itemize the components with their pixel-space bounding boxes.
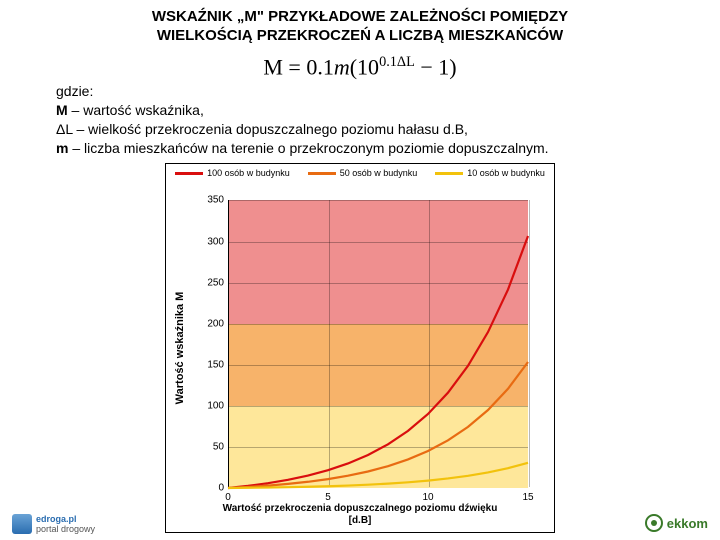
y-axis-label: Wartość wskaźnika M xyxy=(174,292,186,405)
page-title: WSKAŹNIK „M" PRZYKŁADOWE ZALEŻNOŚCI POMI… xyxy=(0,0,720,50)
y-tick: 300 xyxy=(184,236,224,247)
legend-item: 10 osób w budynku xyxy=(435,168,545,178)
title-line2: WIELKOŚCIĄ PRZEKROCZEŃ A LICZBĄ MIESZKAŃ… xyxy=(157,27,563,44)
def-dl: ΔL – wielkość przekroczenia dopuszczalne… xyxy=(56,120,664,139)
logo-right-name: ekkom xyxy=(667,516,708,531)
logo-ekkom: ekkom xyxy=(645,514,708,532)
y-tick: 50 xyxy=(184,442,224,453)
y-tick: 250 xyxy=(184,277,224,288)
definitions: gdzie: M – wartość wskaźnika, ΔL – wielk… xyxy=(0,82,720,164)
legend-swatch xyxy=(175,172,203,175)
logo-left-sub: portal drogowy xyxy=(36,524,95,534)
y-tick: 200 xyxy=(184,318,224,329)
legend-item: 50 osób w budynku xyxy=(308,168,418,178)
y-tick: 0 xyxy=(184,483,224,494)
series-line xyxy=(228,362,528,488)
y-tick: 150 xyxy=(184,359,224,370)
def-intro: gdzie: xyxy=(56,82,664,101)
logo-left-name: edroga.pl xyxy=(36,514,95,524)
ekkom-icon xyxy=(645,514,663,532)
plot-area: 050100150200250300350 051015 xyxy=(228,200,528,488)
edroga-icon xyxy=(12,514,32,534)
logo-edroga: edroga.pl portal drogowy xyxy=(12,514,95,534)
y-tick: 100 xyxy=(184,401,224,412)
def-mm: m – liczba mieszkańców na terenie o prze… xyxy=(56,139,664,158)
title-line1: WSKAŹNIK „M" PRZYKŁADOWE ZALEŻNOŚCI POMI… xyxy=(152,8,568,25)
legend-label: 50 osób w budynku xyxy=(340,168,418,178)
legend-label: 10 osób w budynku xyxy=(467,168,545,178)
legend-swatch xyxy=(308,172,336,175)
chart-container: 100 osób w budynku 50 osób w budynku 10 os… xyxy=(165,163,555,533)
chart-legend: 100 osób w budynku 50 osób w budynku 10 os… xyxy=(166,168,554,178)
legend-label: 100 osób w budynku xyxy=(207,168,290,178)
x-tick: 0 xyxy=(225,492,231,503)
legend-swatch xyxy=(435,172,463,175)
y-tick: 350 xyxy=(184,195,224,206)
x-tick: 5 xyxy=(325,492,331,503)
x-tick: 10 xyxy=(422,492,433,503)
x-axis-label: Wartość przekroczenia dopuszczalnego poz… xyxy=(166,503,554,526)
formula: M = 0.1m(100.1ΔL − 1) xyxy=(0,50,720,82)
series-line xyxy=(228,236,528,488)
chart-lines xyxy=(228,200,528,488)
def-m: M – wartość wskaźnika, xyxy=(56,101,664,120)
legend-item: 100 osób w budynku xyxy=(175,168,290,178)
x-tick: 15 xyxy=(522,492,533,503)
